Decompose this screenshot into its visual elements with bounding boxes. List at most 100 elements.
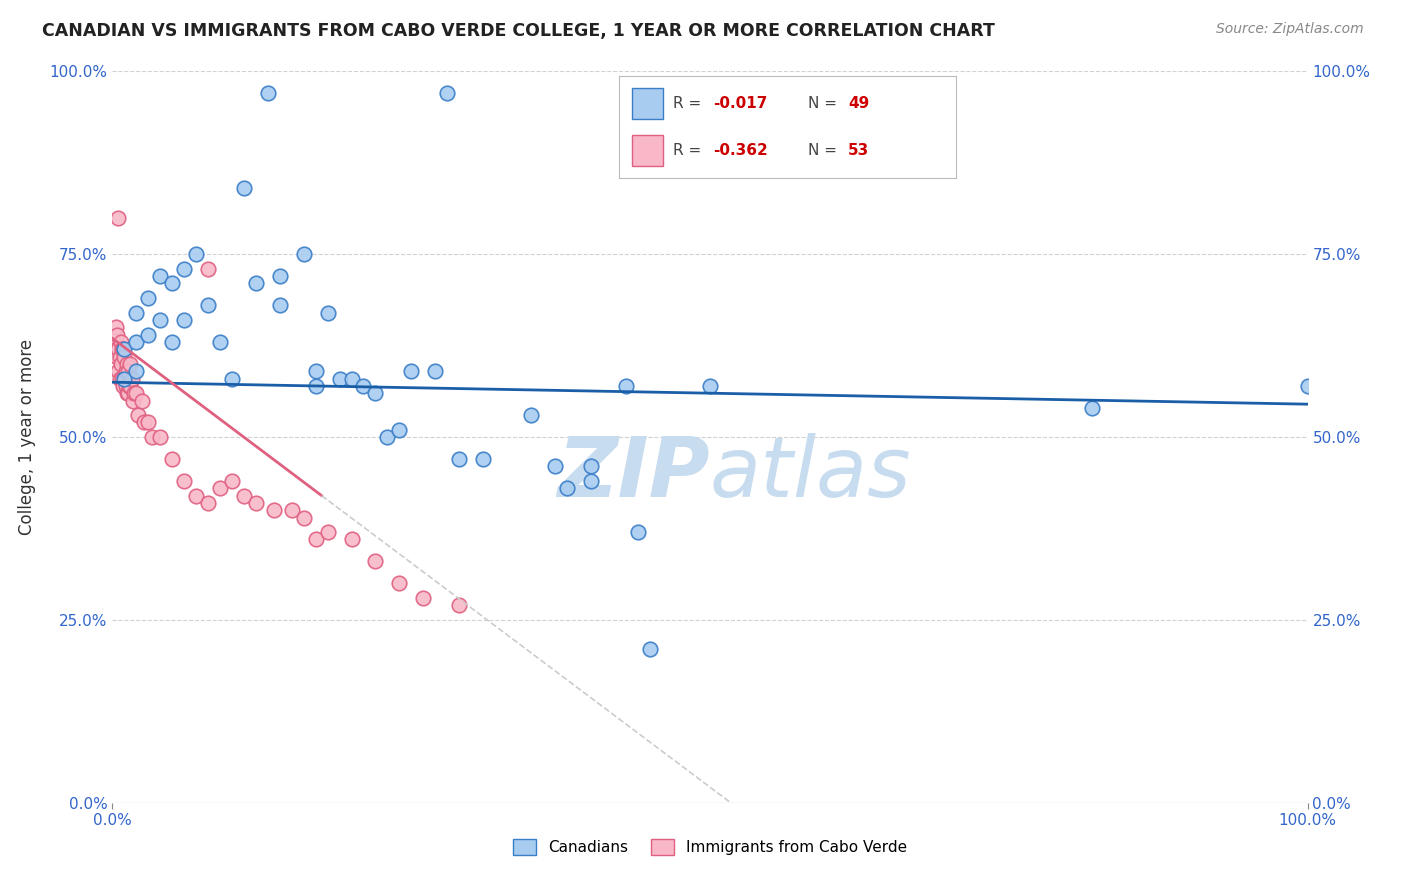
Text: R =: R = <box>672 96 706 111</box>
Point <box>245 277 267 291</box>
Point <box>125 364 148 378</box>
Point <box>364 554 387 568</box>
Point <box>412 591 434 605</box>
Point <box>120 357 142 371</box>
Point <box>436 87 458 101</box>
Point <box>520 408 543 422</box>
Point <box>115 386 138 401</box>
Point <box>118 379 141 393</box>
Point <box>377 430 399 444</box>
Point <box>699 379 721 393</box>
Point <box>114 379 136 393</box>
Point <box>245 496 267 510</box>
Point <box>120 379 142 393</box>
Point <box>543 459 565 474</box>
Point <box>1081 401 1104 415</box>
Text: -0.017: -0.017 <box>713 96 768 111</box>
Point <box>117 364 139 378</box>
Point <box>292 510 315 524</box>
Point <box>269 269 291 284</box>
Point <box>555 481 578 495</box>
Point <box>472 452 495 467</box>
Point <box>105 327 128 342</box>
Point <box>388 576 411 591</box>
Point <box>162 452 183 467</box>
Point <box>114 371 135 385</box>
Point <box>121 393 143 408</box>
Point <box>305 364 328 378</box>
Point <box>257 87 280 101</box>
Point <box>141 430 163 444</box>
Point <box>316 306 339 320</box>
Point <box>233 489 256 503</box>
Point <box>759 130 782 145</box>
Point <box>121 371 143 385</box>
Point <box>108 371 131 385</box>
Point <box>105 343 128 357</box>
Point <box>149 269 172 284</box>
Point <box>110 334 132 349</box>
Point <box>305 533 328 547</box>
Text: atlas: atlas <box>710 434 911 514</box>
Text: N =: N = <box>807 96 841 111</box>
Point <box>110 357 132 371</box>
Point <box>162 277 183 291</box>
Point <box>138 327 160 342</box>
Point <box>340 533 363 547</box>
Point <box>107 364 129 378</box>
Point <box>138 291 160 305</box>
Point <box>616 379 638 393</box>
Point <box>122 386 145 401</box>
Point <box>173 313 195 327</box>
Point <box>108 350 131 364</box>
Point <box>447 599 470 613</box>
Point <box>579 459 602 474</box>
Point <box>105 350 128 364</box>
Point <box>579 474 602 488</box>
Point <box>125 386 148 401</box>
Point <box>233 181 256 195</box>
Point <box>292 247 315 261</box>
Point <box>127 408 149 422</box>
Point <box>131 393 153 408</box>
Point <box>269 298 291 312</box>
Point <box>125 306 148 320</box>
Point <box>340 371 363 385</box>
Point <box>197 261 219 276</box>
Text: ZIP: ZIP <box>557 434 710 514</box>
Point <box>105 320 128 334</box>
Point <box>117 386 139 401</box>
Point <box>114 350 135 364</box>
Point <box>173 474 195 488</box>
Point <box>197 298 219 312</box>
Point <box>401 364 423 378</box>
Point <box>149 430 172 444</box>
Text: R =: R = <box>672 144 706 158</box>
Point <box>388 423 411 437</box>
Point <box>125 334 148 349</box>
Text: CANADIAN VS IMMIGRANTS FROM CABO VERDE COLLEGE, 1 YEAR OR MORE CORRELATION CHART: CANADIAN VS IMMIGRANTS FROM CABO VERDE C… <box>42 22 995 40</box>
Point <box>114 364 136 378</box>
Point <box>1296 379 1319 393</box>
Point <box>197 496 219 510</box>
Point <box>115 357 138 371</box>
Point <box>112 343 135 357</box>
Bar <box>633 136 662 166</box>
Point <box>149 313 172 327</box>
Point <box>173 261 195 276</box>
Point <box>221 474 243 488</box>
Point <box>114 371 135 385</box>
Point <box>209 481 232 495</box>
Point <box>329 371 352 385</box>
Point <box>162 334 183 349</box>
Point <box>364 386 387 401</box>
Text: 49: 49 <box>848 96 869 111</box>
Point <box>221 371 243 385</box>
Point <box>132 416 155 430</box>
Point <box>281 503 304 517</box>
Point <box>209 334 232 349</box>
Point <box>107 211 129 225</box>
Point <box>447 452 470 467</box>
Point <box>425 364 447 378</box>
Point <box>316 525 339 540</box>
